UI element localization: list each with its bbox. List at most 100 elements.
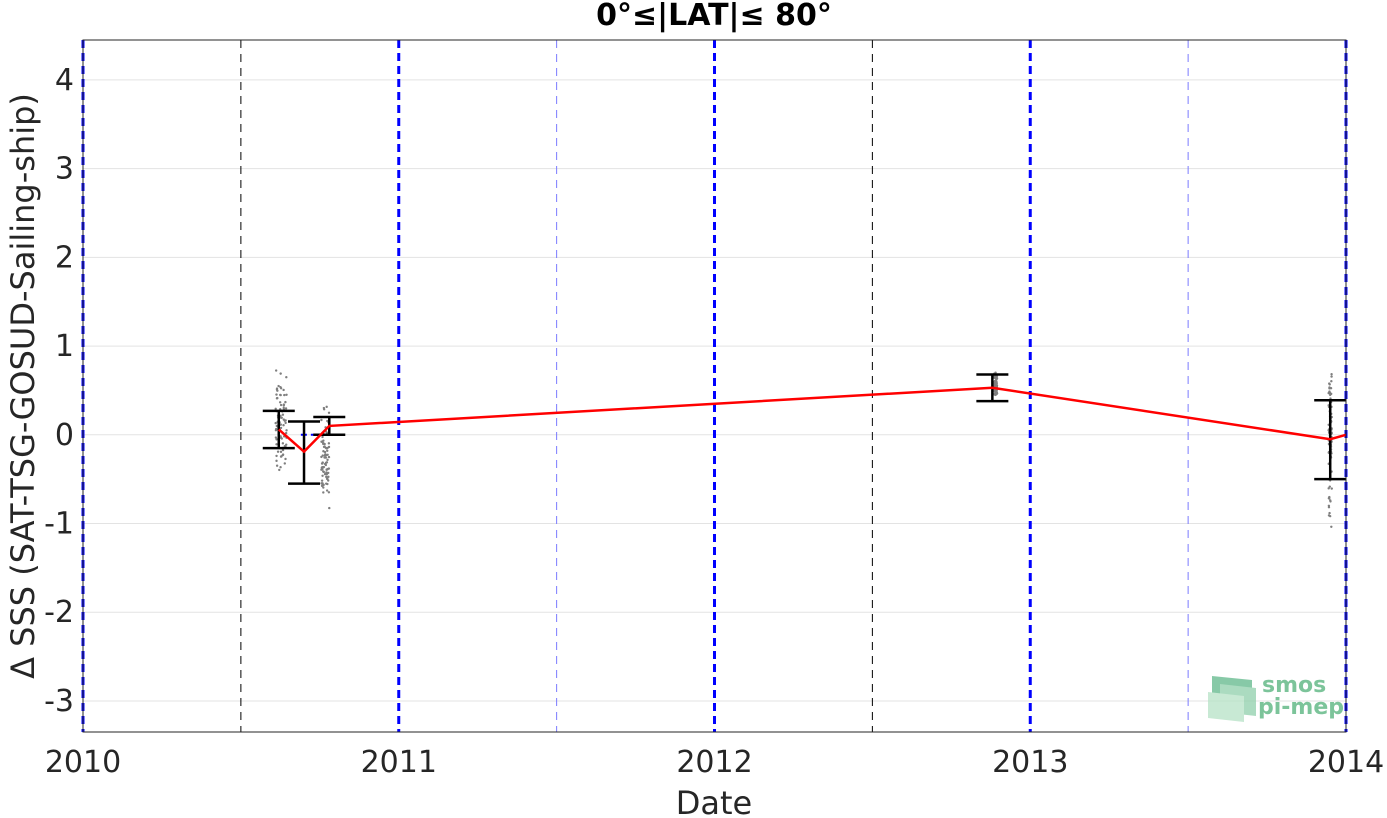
scatter-point [282, 418, 286, 421]
scatter-point [274, 407, 277, 411]
scatter-point [326, 449, 329, 453]
y-tick-label: 4 [55, 63, 74, 98]
scatter-point [279, 372, 282, 375]
logo-line1: smos [1262, 673, 1326, 698]
scatter-point [327, 455, 331, 459]
scatter-point [280, 455, 283, 458]
scatter-point [1328, 393, 1332, 397]
scatter-point [284, 400, 287, 404]
scatter-point [326, 467, 329, 471]
scatter-point [275, 454, 278, 458]
y-tick-label: 1 [55, 329, 74, 364]
scatter-point [278, 468, 281, 472]
scatter-point [285, 443, 288, 446]
scatter-point [284, 421, 287, 425]
scatter-points [274, 369, 1333, 528]
scatter-point [1330, 487, 1333, 490]
y-tick-label: 0 [55, 418, 74, 453]
scatter-point [1327, 504, 1331, 508]
scatter-point [323, 456, 326, 459]
scatter-point [1328, 495, 1331, 499]
x-tick-labels: 2010 2011 2012 2013 2014 [45, 745, 1384, 780]
scatter-point [275, 387, 279, 390]
scatter-point [994, 390, 997, 393]
scatter-point [276, 450, 280, 453]
scatter-point [1328, 511, 1331, 515]
scatter-point [323, 462, 327, 466]
scatter-point [325, 461, 329, 464]
scatter-point [321, 462, 324, 465]
scatter-point [321, 468, 324, 471]
scatter-point [1330, 373, 1333, 376]
scatter-point [274, 421, 277, 425]
y-tick-label: 3 [55, 152, 74, 187]
scatter-point [322, 450, 325, 453]
scatter-point [325, 473, 329, 476]
scatter-point [324, 446, 328, 450]
scatter-point [321, 435, 324, 439]
scatter-point [994, 376, 997, 379]
plot-frame [82, 39, 1347, 733]
scatter-point [325, 431, 329, 435]
scatter-point [280, 416, 283, 419]
scatter-point [320, 418, 323, 422]
scatter-point [281, 448, 285, 452]
scatter-point [282, 403, 286, 406]
scatter-point [324, 454, 328, 457]
scatter-point [1330, 525, 1333, 528]
scatter-point [322, 483, 325, 487]
scatter-point [277, 384, 280, 388]
scatter-point [283, 462, 286, 465]
scatter-point [274, 436, 278, 439]
scatter-point [1329, 500, 1332, 503]
scatter-point [327, 411, 331, 414]
scatter-point [280, 437, 284, 440]
scatter-point [320, 479, 324, 482]
scatter-point [326, 419, 329, 423]
x-tick-label: 2012 [676, 745, 752, 780]
scatter-point [275, 459, 278, 463]
scatter-point [322, 491, 325, 494]
y-axis-label: Δ SSS (SAT-TSG-GOSUD-Sailing-ship) [4, 93, 42, 679]
scatter-point [325, 489, 329, 492]
scatter-point [285, 429, 288, 432]
scatter-point [1327, 391, 1330, 395]
scatter-point [284, 407, 288, 410]
x-tick-label: 2013 [992, 745, 1068, 780]
scatter-point [275, 393, 278, 396]
scatter-point [994, 391, 997, 395]
scatter-point [1328, 382, 1331, 385]
y-tick-label: -1 [44, 507, 74, 542]
scatter-point [284, 457, 287, 461]
scatter-point [322, 439, 325, 442]
scatter-point [283, 393, 286, 397]
scatter-point [1330, 380, 1333, 383]
scatter-point [1328, 514, 1332, 518]
scatter-point [321, 474, 324, 477]
scatter-point [278, 401, 282, 404]
logo-line2: pi-mep [1258, 695, 1344, 720]
scatter-point [281, 413, 285, 416]
scatter-point [282, 406, 285, 410]
y-tick-label: 2 [55, 240, 74, 275]
scatter-point [321, 454, 324, 457]
scatter-point [284, 431, 288, 435]
scatter-point [276, 389, 279, 392]
scatter-point [325, 405, 328, 409]
y-tick-labels: -3 -2 -1 0 1 2 3 4 [44, 63, 74, 719]
scatter-point [275, 464, 279, 467]
y-tick-label: -3 [44, 684, 74, 719]
scatter-point [279, 393, 282, 397]
scatter-point [327, 475, 330, 479]
scatter-point [1330, 375, 1333, 378]
x-tick-label: 2010 [45, 745, 121, 780]
scatter-point [279, 385, 282, 389]
scatter-point [994, 382, 998, 386]
scatter-point [1329, 386, 1333, 390]
scatter-point [282, 424, 285, 427]
mean-line [277, 386, 1347, 454]
scatter-point [326, 482, 329, 486]
scatter-point [279, 426, 283, 430]
